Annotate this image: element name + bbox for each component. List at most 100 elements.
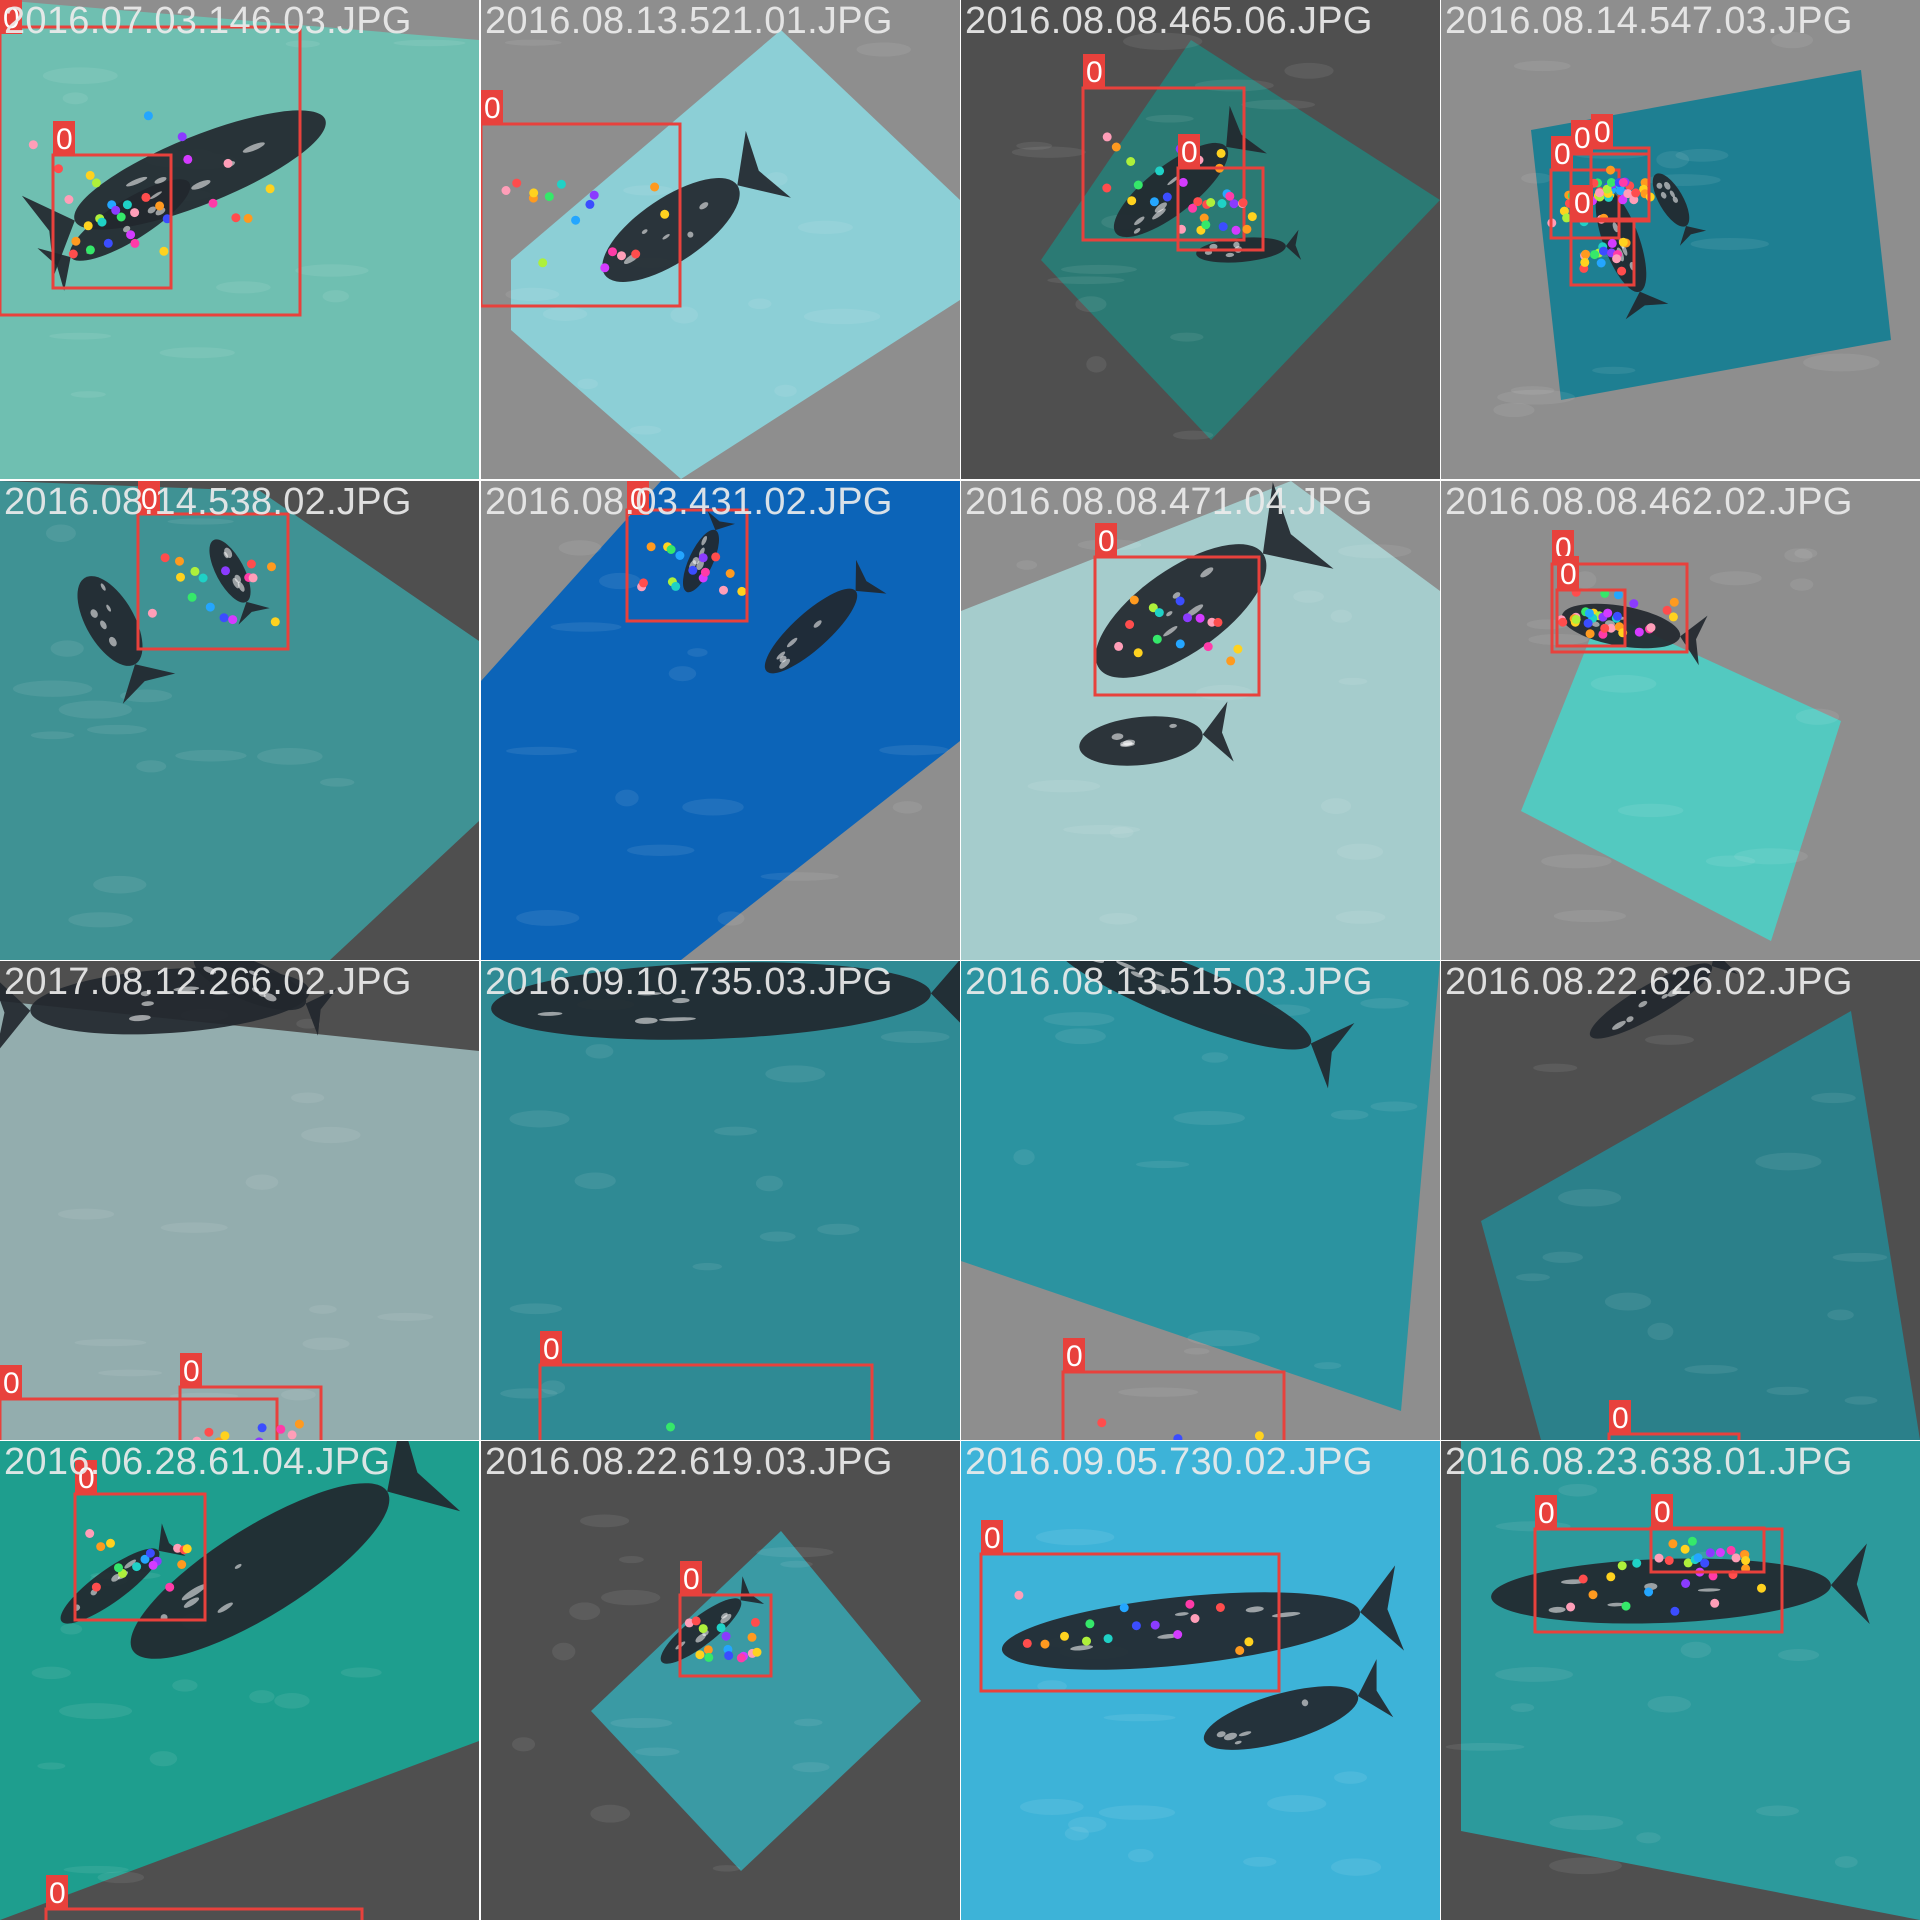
tile-image: 0 [0,481,479,960]
box-label-background [1591,114,1613,148]
water-ripple [377,1312,434,1321]
keypoint-marker [585,199,595,209]
water-ripple [500,1388,558,1399]
bounding-box [0,1397,279,1440]
keypoint-marker [220,1431,230,1440]
keypoint-marker [64,195,74,204]
keypoint-marker [1668,612,1678,622]
water-ripple [1334,1771,1368,1784]
grid-tile: 0 0 2016.08.23.638.01.JPG [1441,1441,1920,1920]
keypoint-marker [223,158,233,168]
keypoint-marker [1082,1636,1091,1646]
water-ripple [245,1174,279,1190]
keypoint-marker [1741,1556,1751,1565]
box-label-background [680,1561,702,1595]
water-ripple [1656,151,1690,169]
water-ripple [880,1031,950,1044]
bounding-box [1549,168,1621,240]
keypoint-marker [1149,197,1159,207]
box-class-label: 0 [1594,116,1611,149]
water-ripple [1755,1152,1822,1171]
water-ripple [1338,677,1368,685]
keypoint-marker [287,1430,297,1440]
box-label-background [1083,54,1105,88]
water-ripple [504,39,562,46]
keypoint-marker [1126,157,1136,166]
keypoint-marker [1225,191,1235,201]
water-region [0,1001,479,1440]
water-ripple [509,1303,563,1315]
grid-tile: 0 0 2016.06.28.61.04.JPG [0,1441,479,1920]
keypoint-marker [208,198,218,208]
keypoint-marker [1201,220,1211,230]
water-ripple [1734,848,1808,865]
keypoint-marker [198,573,208,583]
water-ripple [759,1231,796,1242]
tile-image: 0 [961,961,1440,1440]
keypoint-marker [1226,656,1236,666]
box-class-label: 0 [630,483,647,516]
keypoint-marker [1566,1602,1576,1612]
grid-tile: 0 2016.08.08.471.04.JPG [961,481,1440,960]
water-ripple [1055,1028,1106,1045]
bounding-box [178,1385,323,1440]
tile-image: 0 [481,30,960,479]
bounding-box [538,1363,874,1440]
box-label-background [138,481,160,515]
keypoint-marker [1217,199,1227,208]
water-region [961,481,1440,960]
keypoint-marker [695,1650,705,1660]
keypoint-marker [122,200,132,210]
whale-silhouette [491,961,960,1040]
water-ripple [1592,366,1636,375]
box-class-label: 0 [1612,1402,1629,1435]
keypoint-marker [1606,623,1616,633]
box-label-background [1178,134,1200,168]
bounding-box [0,25,302,317]
water-ripple [540,1380,566,1395]
keypoint-marker [1129,595,1139,605]
keypoint-marker [725,569,735,578]
water-ripple [12,680,93,697]
water-ripple [585,1044,614,1059]
keypoint-marker [1693,1553,1703,1563]
water-ripple [295,264,369,277]
water-ripple [58,700,132,719]
water-ripple [765,1065,826,1083]
keypoint-marker [148,1560,158,1570]
keypoint-marker [1612,611,1622,621]
water-ripple [1510,1703,1535,1713]
water-ripple [37,1762,66,1770]
water-ripple [558,540,602,556]
water-ripple [1542,1251,1583,1263]
water-ripple [1766,1386,1809,1396]
water-ripple [50,640,84,657]
keypoint-marker [675,551,685,560]
water-ripple [1794,548,1818,559]
water-ripple [1043,1012,1115,1026]
water-ripple [301,1126,361,1144]
box-label-background [1571,120,1593,154]
box-class-label: 0 [1560,558,1577,591]
whale-silhouette [1652,173,1707,246]
keypoint-marker [711,552,721,562]
water-ripple [1647,1322,1674,1341]
water-ripple [291,1092,325,1104]
keypoint-marker [1680,1544,1690,1554]
keypoint-marker [1103,1634,1113,1644]
water-ripple [1558,1188,1622,1207]
water-ripple [309,1304,337,1314]
water-ripple [1109,826,1134,838]
water-ripple [1019,1798,1084,1815]
water-ripple [1549,1857,1622,1875]
water-ripple [1558,1483,1598,1497]
water-ripple [598,572,641,590]
water-ripple [1675,148,1729,162]
keypoint-marker [265,184,275,194]
bounding-box [625,508,749,623]
keypoint-marker [700,567,710,577]
water-ripple [550,622,622,632]
water-ripple [1834,1856,1858,1868]
water-ripple [682,798,744,816]
